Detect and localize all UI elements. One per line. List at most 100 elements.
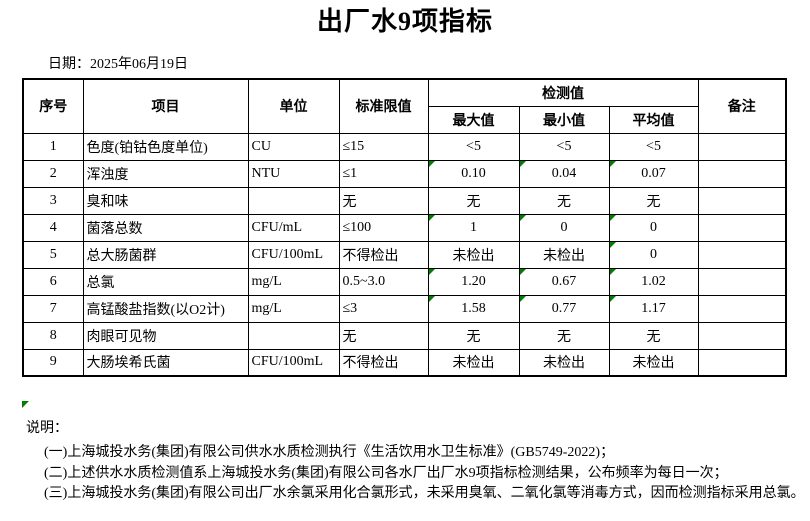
cell-max: 未检出 bbox=[427, 348, 520, 377]
cell-unit: mg/L bbox=[247, 267, 340, 296]
cell-unit: CFU/100mL bbox=[247, 348, 340, 377]
cell-max: 1 bbox=[427, 213, 520, 242]
cell-avg: 0.07 bbox=[608, 159, 699, 188]
cell-item: 大肠埃希氏菌 bbox=[82, 348, 249, 377]
cell-min: 无 bbox=[518, 321, 610, 350]
cell-no: 7 bbox=[22, 294, 84, 323]
cell-limit: 不得检出 bbox=[338, 240, 429, 269]
cell-item: 肉眼可见物 bbox=[82, 321, 249, 350]
cell-avg: 0 bbox=[608, 240, 699, 269]
excel-flag-icon bbox=[520, 161, 526, 167]
cell-max: 无 bbox=[427, 321, 520, 350]
excel-flag-icon bbox=[429, 215, 435, 221]
excel-flag-icon bbox=[429, 296, 435, 302]
col-header-max: 最大值 bbox=[427, 105, 520, 134]
cell-max: <5 bbox=[427, 132, 520, 161]
cell-unit: CFU/mL bbox=[247, 213, 340, 242]
cell-min: 未检出 bbox=[518, 348, 610, 377]
cell-no: 5 bbox=[22, 240, 84, 269]
excel-flag-icon bbox=[429, 269, 435, 275]
notes-label: 说明： bbox=[26, 421, 68, 436]
cell-remark bbox=[697, 132, 787, 161]
cell-item: 浑浊度 bbox=[82, 159, 249, 188]
cell-limit: ≤1 bbox=[338, 159, 429, 188]
cell-limit: 无 bbox=[338, 186, 429, 215]
table-row: 4 菌落总数 CFU/mL ≤100 1 0 0 bbox=[22, 213, 787, 242]
table-row: 1 色度(铂钴色度单位) CU ≤15 <5 <5 <5 bbox=[22, 132, 787, 161]
cell-min: 0 bbox=[518, 213, 610, 242]
cell-max: 未检出 bbox=[427, 240, 520, 269]
cell-unit bbox=[247, 186, 340, 215]
cell-avg: 1.02 bbox=[608, 267, 699, 296]
cell-min: 未检出 bbox=[518, 240, 610, 269]
cell-no: 3 bbox=[22, 186, 84, 215]
header-row-sub: 最大值 最小值 平均值 bbox=[23, 105, 786, 134]
excel-flag-icon bbox=[520, 296, 526, 302]
cell-limit: 无 bbox=[338, 321, 429, 350]
cell-max: 无 bbox=[427, 186, 520, 215]
excel-flag-icon bbox=[610, 242, 616, 248]
cell-no: 2 bbox=[22, 159, 84, 188]
cell-limit: 不得检出 bbox=[338, 348, 429, 377]
col-header-unit: 单位 bbox=[247, 78, 340, 134]
cell-min: 0.67 bbox=[518, 267, 610, 296]
cell-avg: 未检出 bbox=[608, 348, 699, 377]
cell-max: 1.20 bbox=[427, 267, 520, 296]
table-header: 序号 项目 单位 标准限值 检测值 备注 最大值 最小值 平均值 bbox=[22, 78, 787, 134]
table-row: 3 臭和味无无无无 bbox=[22, 186, 787, 215]
cell-max: 0.10 bbox=[427, 159, 520, 188]
cell-unit bbox=[247, 321, 340, 350]
table-row: 7 高锰酸盐指数(以O2计) mg/L ≤3 1.58 0.77 1.17 bbox=[22, 294, 787, 323]
col-header-avg: 平均值 bbox=[608, 105, 699, 134]
col-header-min: 最小值 bbox=[518, 105, 610, 134]
cell-avg: 1.17 bbox=[608, 294, 699, 323]
cell-no: 4 bbox=[22, 213, 84, 242]
cell-remark bbox=[697, 213, 787, 242]
cell-min: 无 bbox=[518, 186, 610, 215]
cell-avg: 0 bbox=[608, 213, 699, 242]
date-label: 日期： bbox=[48, 57, 90, 72]
table-row: 5 总大肠菌群 CFU/100mL 不得检出 未检出 未检出 0 bbox=[22, 240, 787, 269]
cell-remark bbox=[697, 186, 787, 215]
cell-min: <5 bbox=[518, 132, 610, 161]
cell-limit: ≤100 bbox=[338, 213, 429, 242]
excel-flag-icon bbox=[22, 401, 29, 408]
cell-avg: <5 bbox=[608, 132, 699, 161]
cell-no: 6 bbox=[22, 267, 84, 296]
note-line-2: (二)上述供水水质检测值系上海城投水务(集团)有限公司各水厂出厂水9项指标检测结… bbox=[44, 465, 728, 481]
cell-max: 1.58 bbox=[427, 294, 520, 323]
cell-no: 9 bbox=[22, 348, 84, 377]
cell-item: 总氯 bbox=[82, 267, 249, 296]
cell-remark bbox=[697, 294, 787, 323]
note-line-3: (三)上海城投水务(集团)有限公司出厂水余氯采用化合氯形式，未采用臭氧、二氧化氯… bbox=[44, 486, 805, 501]
excel-flag-icon bbox=[610, 215, 616, 221]
excel-flag-icon bbox=[610, 269, 616, 275]
cell-limit: ≤15 bbox=[338, 132, 429, 161]
excel-flag-icon bbox=[520, 269, 526, 275]
table-row: 9 大肠埃希氏菌 CFU/100mL 不得检出 未检出 未检出 未检出 bbox=[22, 348, 787, 377]
cell-item: 色度(铂钴色度单位) bbox=[82, 132, 249, 161]
cell-item: 臭和味 bbox=[82, 186, 249, 215]
col-header-no: 序号 bbox=[22, 78, 84, 134]
cell-limit: 0.5~3.0 bbox=[338, 267, 429, 296]
cell-remark bbox=[697, 159, 787, 188]
cell-unit: NTU bbox=[247, 159, 340, 188]
date-value: 2025年06月19日 bbox=[90, 57, 188, 72]
excel-flag-icon bbox=[610, 161, 616, 167]
excel-flag-icon bbox=[520, 215, 526, 221]
table-row: 2 浑浊度 NTU ≤1 0.10 0.04 0.07 bbox=[22, 159, 787, 188]
excel-flag-icon bbox=[429, 161, 435, 167]
col-header-limit: 标准限值 bbox=[338, 78, 429, 134]
notes-section: (一)上海城投水务(集团)有限公司供水水质检测执行《生活饮用水卫生标准》(GB5… bbox=[44, 443, 805, 505]
cell-unit: CU bbox=[247, 132, 340, 161]
cell-limit: ≤3 bbox=[338, 294, 429, 323]
cell-avg: 无 bbox=[608, 321, 699, 350]
cell-item: 高锰酸盐指数(以O2计) bbox=[82, 294, 249, 323]
cell-remark bbox=[697, 267, 787, 296]
excel-flag-icon bbox=[610, 296, 616, 302]
cell-remark bbox=[697, 348, 787, 377]
cell-min: 0.77 bbox=[518, 294, 610, 323]
cell-min: 0.04 bbox=[518, 159, 610, 188]
header-row-top: 序号 项目 单位 标准限值 检测值 备注 bbox=[22, 78, 787, 134]
